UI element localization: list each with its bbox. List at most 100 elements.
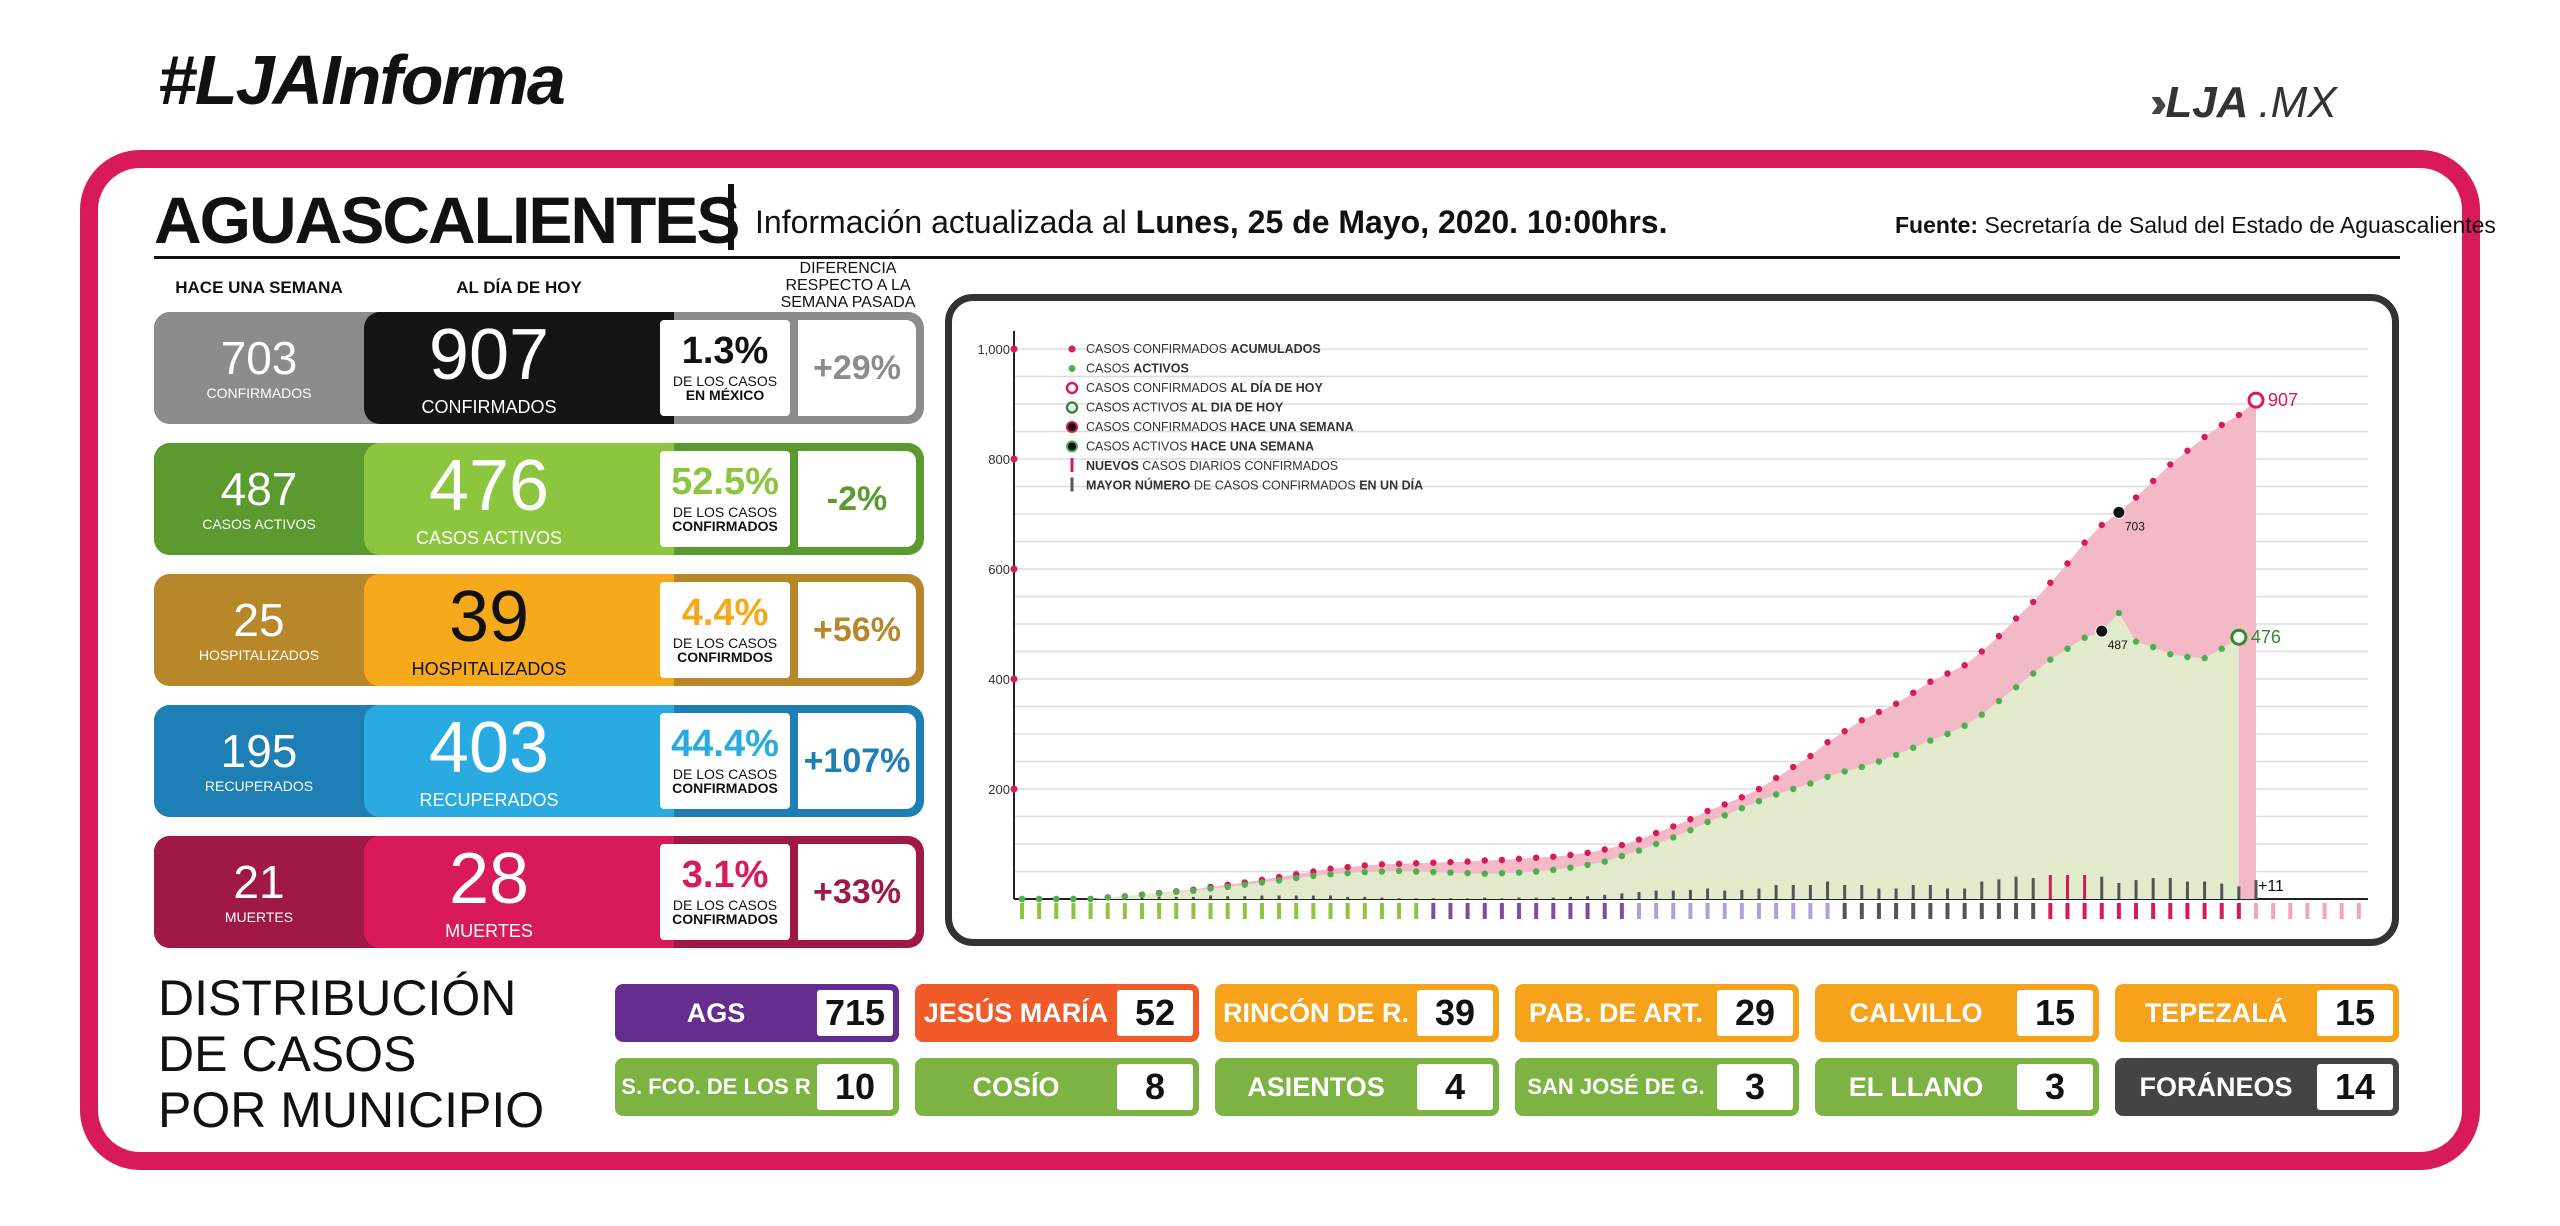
daily-tick-bar bbox=[1825, 903, 1830, 919]
active-point bbox=[2047, 656, 2054, 663]
active-point bbox=[1070, 895, 1077, 903]
new-cases-bar bbox=[1414, 898, 1418, 899]
new-cases-bar bbox=[1363, 896, 1367, 899]
municipality-name: PAB. DE ART. bbox=[1528, 997, 1703, 1028]
active-point bbox=[1755, 797, 1763, 805]
today-cell: 476 CASOS ACTIVOS bbox=[364, 443, 674, 555]
active-point bbox=[1532, 868, 1540, 875]
municipality-card: S. FCO. DE LOS R 10 bbox=[615, 1058, 899, 1116]
percent-label-2: CONFIRMADOS bbox=[672, 780, 778, 797]
new-cases-bar bbox=[1671, 890, 1675, 899]
active-point bbox=[2132, 638, 2140, 645]
y-tick-label: 600 bbox=[988, 562, 1010, 577]
daily-tick-bar bbox=[2134, 903, 2139, 919]
active-point bbox=[1053, 895, 1060, 903]
percent-label-1: DE LOS CASOS bbox=[672, 766, 778, 783]
active-point bbox=[2184, 653, 2191, 661]
active-point bbox=[1601, 858, 1608, 865]
percent-box: 4.4% DE LOS CASOS CONFIRMDOS bbox=[660, 582, 790, 678]
new-cases-bar bbox=[1500, 898, 1504, 899]
daily-tick-bar bbox=[2151, 903, 2156, 919]
confirmed-point bbox=[2047, 579, 2054, 586]
stat-row: 195 RECUPERADOS 403 RECUPERADOS 44.4% DE LOS … bbox=[154, 705, 924, 817]
legend-ring-icon bbox=[1065, 401, 1079, 414]
daily-tick-bar bbox=[1551, 903, 1556, 919]
y-tick-dot bbox=[1010, 675, 1018, 683]
confirmed-point bbox=[1361, 862, 1368, 869]
distribution-title-line3: POR MUNICIPIO bbox=[158, 1082, 545, 1138]
municipality-value: 10 bbox=[817, 1064, 893, 1110]
municipality-value: 4 bbox=[1417, 1064, 1493, 1110]
new-cases-bar bbox=[1808, 885, 1812, 899]
active-point bbox=[1635, 847, 1643, 854]
y-tick-dot bbox=[1010, 565, 1018, 573]
confirmed-point bbox=[1584, 849, 1591, 856]
new-cases-bar bbox=[2014, 876, 2018, 899]
municipality-value: 15 bbox=[2017, 990, 2093, 1036]
daily-tick-bar bbox=[1311, 903, 1316, 919]
daily-tick-bar bbox=[1139, 903, 1144, 919]
new-cases-bar bbox=[1191, 896, 1195, 899]
new-cases-bar bbox=[1329, 895, 1332, 899]
municipality-card: SAN JOSÉ DE G. 3 bbox=[1515, 1058, 1799, 1116]
new-cases-bar bbox=[1260, 895, 1264, 899]
y-tick-label: 200 bbox=[988, 782, 1010, 797]
stat-row: 25 HOSPITALIZADOS 39 HOSPITALIZADOS 4.4% DE L… bbox=[154, 574, 924, 686]
active-point bbox=[1858, 763, 1866, 771]
confirmed-point bbox=[1447, 858, 1454, 866]
municipality-card: TEPEZALÁ 15 bbox=[2115, 984, 2399, 1042]
active-point bbox=[1498, 869, 1506, 877]
confirmed-point bbox=[1618, 841, 1626, 849]
daily-tick-bar bbox=[1482, 903, 1487, 919]
active-point bbox=[2218, 645, 2225, 652]
daily-tick-bar bbox=[1465, 903, 1470, 919]
new-cases-bar bbox=[2134, 880, 2138, 899]
daily-tick-bar bbox=[1431, 903, 1436, 919]
daily-tick-bar bbox=[1242, 903, 1247, 919]
week-label: HOSPITALIZADOS bbox=[198, 647, 320, 663]
week-label: MUERTES bbox=[224, 909, 294, 925]
week-ago-label: 703 bbox=[2125, 519, 2145, 533]
confirmed-point bbox=[2081, 539, 2088, 546]
municipality-card: EL LLANO 3 bbox=[1815, 1058, 2099, 1116]
municipality-value: 14 bbox=[2317, 1064, 2393, 1110]
municipality-name: FORÁNEOS bbox=[2139, 1071, 2293, 1102]
active-point bbox=[1104, 894, 1111, 901]
legend-dot-icon bbox=[1068, 365, 1076, 372]
active-point bbox=[1738, 805, 1746, 812]
percent-value: 4.4% bbox=[681, 592, 769, 635]
week-cell: 703 CONFIRMADOS bbox=[154, 312, 364, 424]
municipality-name: SAN JOSÉ DE G. bbox=[1527, 1074, 1705, 1099]
week-cell: 487 CASOS ACTIVOS bbox=[154, 443, 364, 555]
daily-tick-bar bbox=[2254, 903, 2258, 919]
new-cases-bar bbox=[1757, 888, 1761, 899]
active-point bbox=[1344, 869, 1351, 877]
percent-label-2: CONFIRMDOS bbox=[677, 649, 773, 666]
y-tick-label: 1,000 bbox=[977, 342, 1010, 357]
new-cases-bar bbox=[1637, 892, 1641, 899]
active-point bbox=[2029, 670, 2037, 677]
active-point bbox=[1790, 785, 1797, 793]
daily-tick-bar bbox=[1071, 903, 1076, 919]
active-point bbox=[2064, 645, 2071, 652]
today-cell: 907 CONFIRMADOS bbox=[364, 312, 674, 424]
stat-row: 487 CASOS ACTIVOS 476 CASOS ACTIVOS 52.5% DE … bbox=[154, 443, 924, 555]
distribution-title: DISTRIBUCIÓN DE CASOS POR MUNICIPIO bbox=[158, 970, 544, 1138]
legend-black-dot-icon bbox=[1066, 421, 1078, 433]
today-cell: 39 HOSPITALIZADOS bbox=[364, 574, 674, 686]
new-cases-bar bbox=[1603, 894, 1607, 899]
confirmed-point bbox=[1978, 648, 1985, 655]
daily-tick-bar bbox=[2305, 903, 2310, 919]
daily-tick-bar bbox=[2356, 903, 2361, 919]
percent-value: 1.3% bbox=[681, 330, 769, 373]
week-label: CASOS ACTIVOS bbox=[202, 516, 316, 532]
update-info: Información actualizada al Lunes, 25 de … bbox=[755, 204, 1667, 241]
daily-tick-bar bbox=[1414, 903, 1419, 919]
new-cases-bar bbox=[2254, 880, 2258, 899]
municipality-card: COSÍO 8 bbox=[915, 1058, 1199, 1116]
new-cases-bar bbox=[1209, 895, 1213, 899]
municipality-name: RINCÓN DE R. bbox=[1222, 997, 1409, 1028]
distribution-title-line2: DE CASOS bbox=[158, 1026, 417, 1082]
new-cases-bar bbox=[1174, 896, 1178, 899]
main-card bbox=[80, 150, 2480, 1170]
